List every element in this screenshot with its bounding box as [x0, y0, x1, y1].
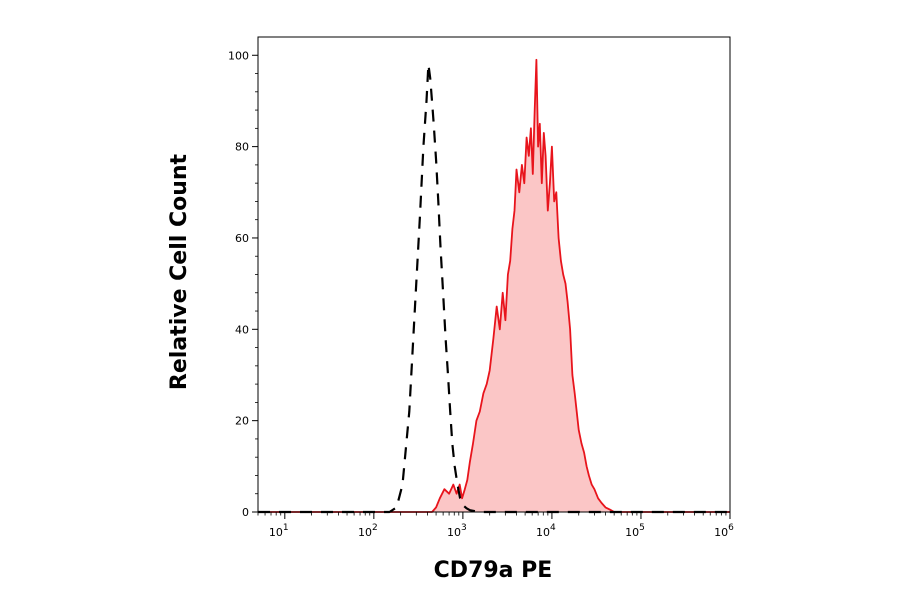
x-tick-label-1: 101: [269, 523, 289, 539]
y-axis-title: Relative Cell Count: [167, 153, 192, 390]
x-tick-label-2: 102: [358, 523, 378, 539]
x-tick-label-4: 104: [536, 523, 556, 539]
series-1-line: [258, 58, 730, 513]
x-tick-label-3: 103: [447, 523, 467, 539]
y-tick-label-20: 20: [235, 415, 249, 428]
y-tick-label-0: 0: [242, 506, 249, 519]
x-axis-title: CD79a PE: [434, 558, 553, 583]
series-0-line: [258, 63, 730, 514]
series-1-fill: [258, 59, 730, 513]
x-tick-label-6: 106: [714, 523, 734, 539]
plot-area: [258, 58, 730, 514]
y-tick-label-60: 60: [235, 232, 249, 245]
axes: 0 20 40 60 80 100 101 102 103 104 105 106: [228, 36, 734, 539]
y-tick-label-80: 80: [235, 141, 249, 154]
y-tick-label-40: 40: [235, 323, 249, 336]
y-tick-label-100: 100: [228, 49, 249, 62]
x-tick-label-5: 105: [625, 523, 645, 539]
